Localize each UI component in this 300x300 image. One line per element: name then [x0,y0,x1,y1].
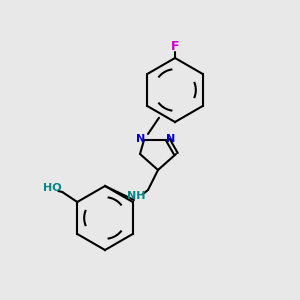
Text: HO: HO [43,183,62,193]
Text: F: F [171,40,179,52]
Text: N: N [136,134,146,144]
Text: N: N [167,134,176,144]
Text: NH: NH [127,191,145,201]
